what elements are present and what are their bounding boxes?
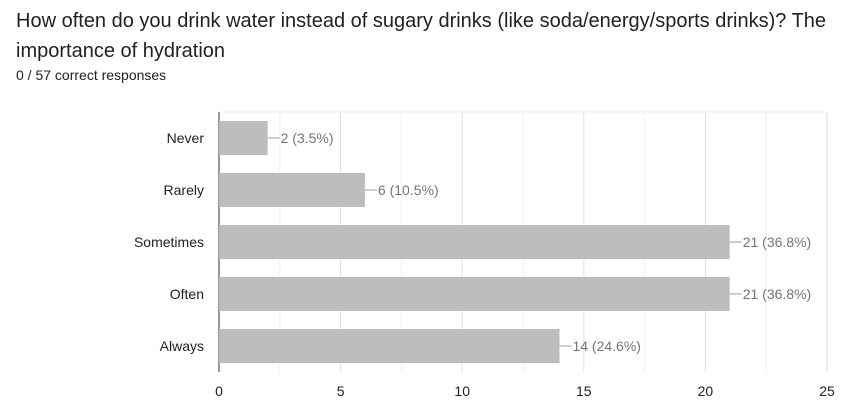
bar-never (219, 121, 268, 155)
x-tick-label: 20 (698, 383, 714, 399)
data-label: 21 (36.8%) (743, 286, 811, 302)
data-label: 6 (10.5%) (378, 182, 439, 198)
question-title: How often do you drink water instead of … (16, 10, 827, 62)
x-tick-label: 25 (819, 383, 835, 399)
bar-layer (219, 121, 730, 363)
x-tick-label: 0 (215, 383, 223, 399)
label-layer: Never 2 (3.5%) Rarely 6 (10.5%) Sometimes 21 … (134, 130, 811, 354)
bar-sometimes (219, 225, 730, 259)
category-label-rarely: Rarely (164, 182, 204, 198)
response-count: 0 / 57 correct responses (16, 67, 167, 83)
x-tick-label: 5 (337, 383, 345, 399)
x-tick-label: 10 (454, 383, 470, 399)
bar-rarely (219, 173, 365, 207)
bar-always (219, 329, 560, 363)
category-label-always: Always (160, 338, 204, 354)
data-label: 21 (36.8%) (743, 234, 811, 250)
data-label: 14 (24.6%) (572, 338, 640, 354)
category-label-never: Never (167, 130, 205, 146)
category-label-sometimes: Sometimes (134, 234, 204, 250)
x-tick-label: 15 (576, 383, 592, 399)
tick-layer: 0 5 10 15 20 25 (215, 383, 835, 399)
data-label: 2 (3.5%) (281, 130, 334, 146)
category-label-often: Often (170, 286, 204, 302)
bar-often (219, 277, 730, 311)
